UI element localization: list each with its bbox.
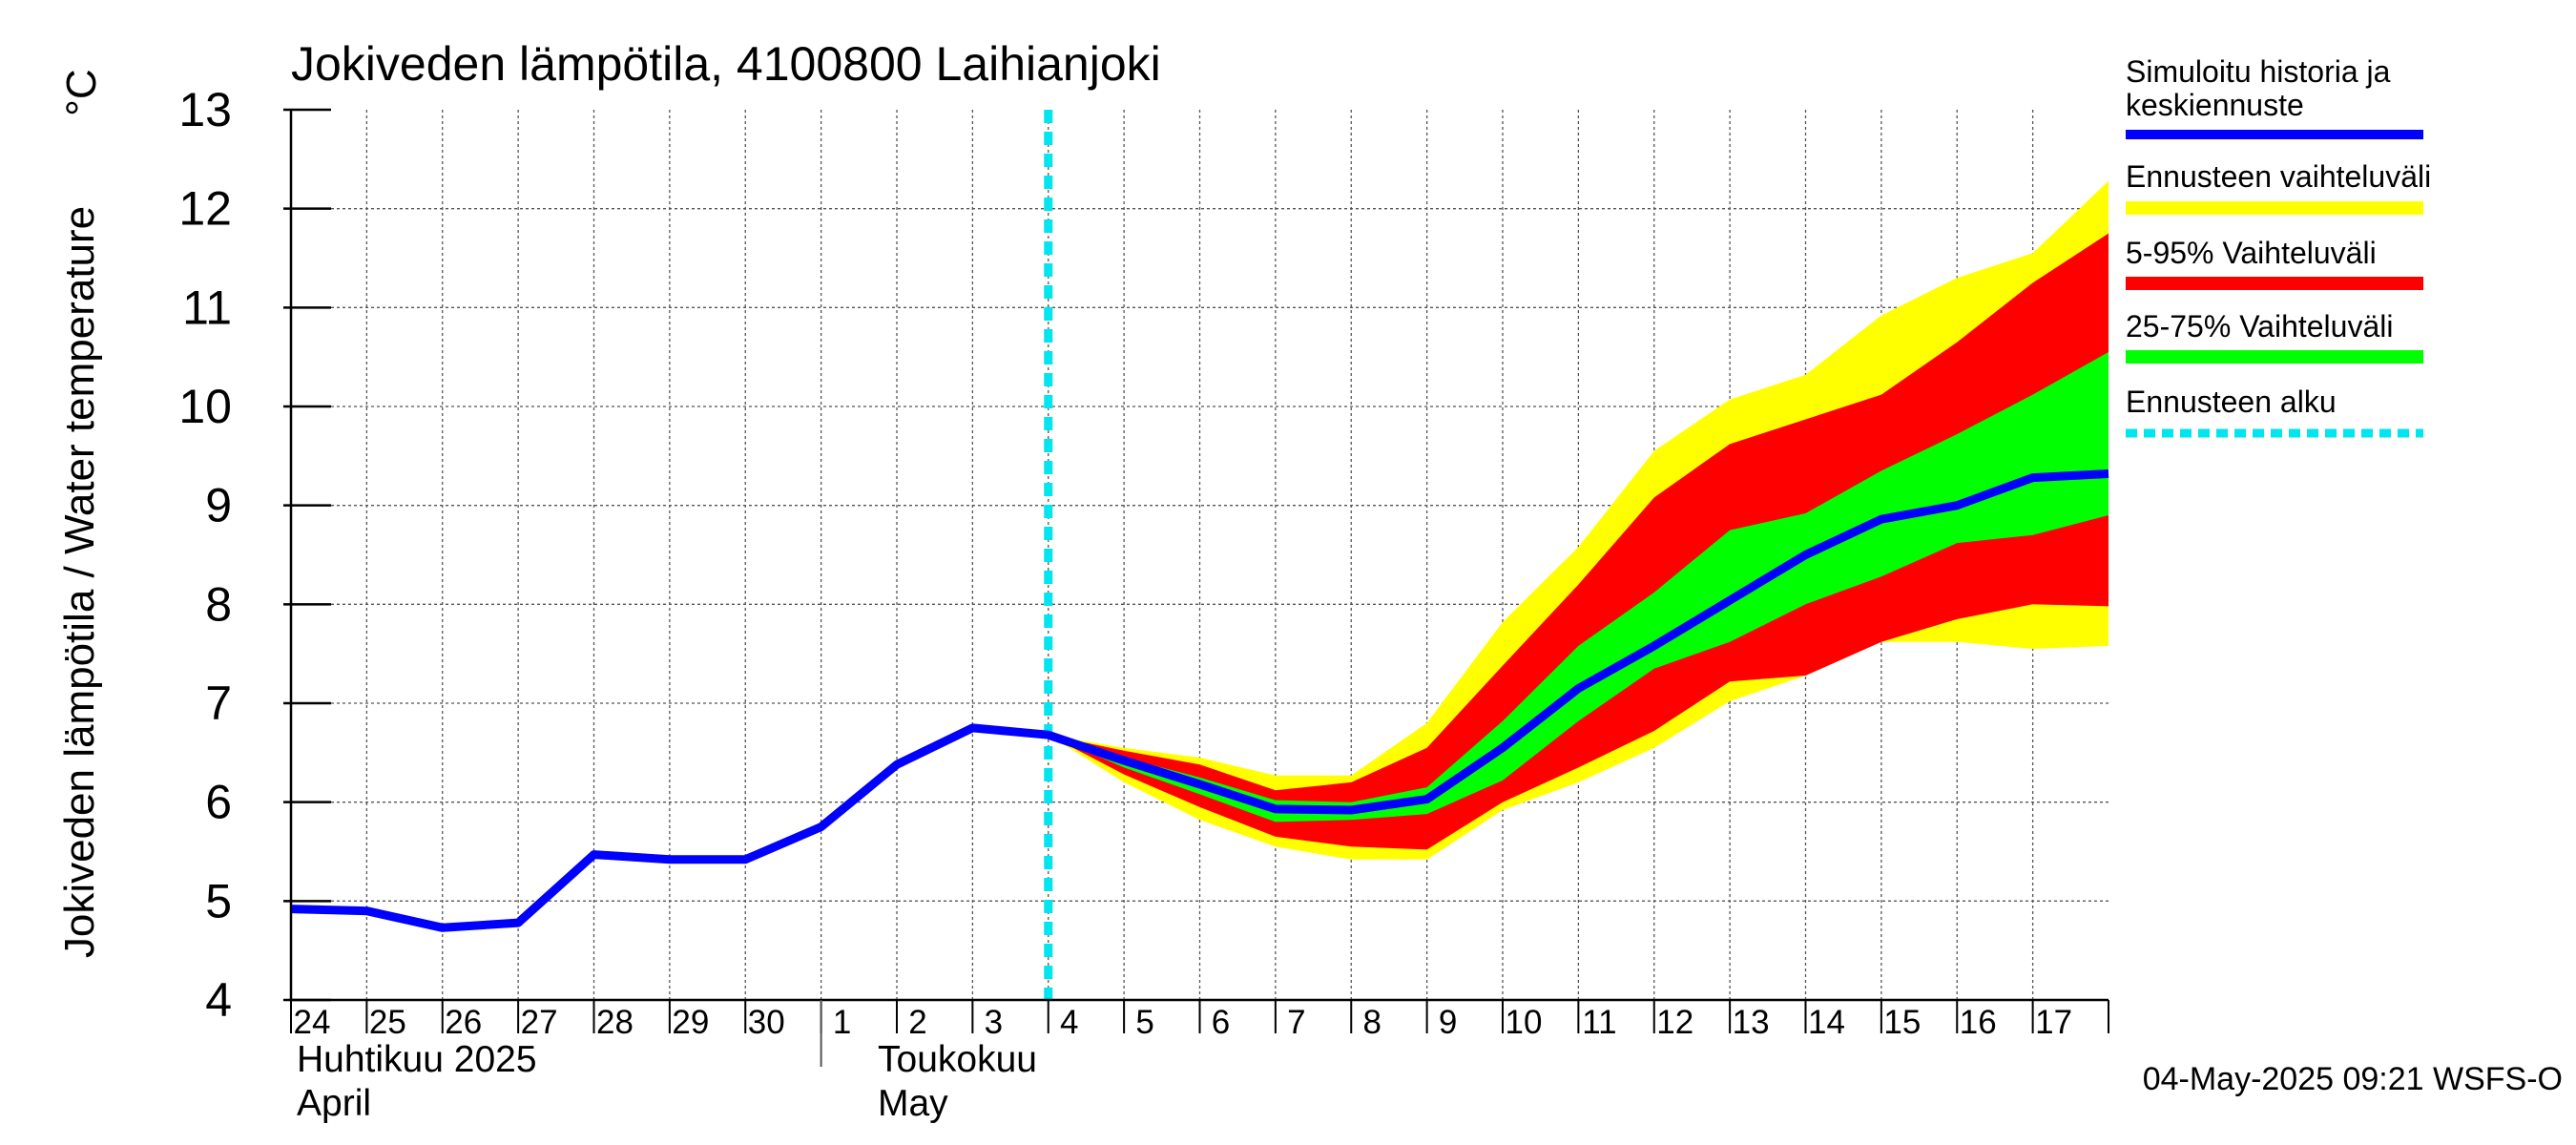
legend-label: 5-95% Vaihteluväli — [2126, 236, 2377, 270]
x-tick-label: 3 — [985, 1004, 1003, 1041]
x-tick-label: 25 — [369, 1004, 406, 1041]
legend-label: 25-75% Vaihteluväli — [2126, 309, 2393, 344]
y-tick-label: 5 — [205, 874, 232, 927]
y-tick-label: 13 — [178, 83, 232, 136]
x-tick-label: 13 — [1733, 1004, 1770, 1041]
forecast-bands — [1048, 180, 2109, 860]
x-tick-label: 10 — [1506, 1004, 1543, 1041]
y-axis-label: Jokiveden lämpötila / Water temperature — [56, 206, 103, 958]
x-tick-label: 28 — [596, 1004, 634, 1041]
x-tick-label: 15 — [1883, 1004, 1921, 1041]
x-tick-label: 4 — [1060, 1004, 1078, 1041]
y-tick-label: 12 — [178, 182, 232, 236]
legend-label: keskiennuste — [2126, 88, 2304, 122]
y-tick-label: 9 — [205, 479, 232, 532]
month-label-fi: Huhtikuu 2025 — [297, 1039, 537, 1080]
y-tick-label: 6 — [205, 776, 232, 829]
x-tick-label: 5 — [1135, 1004, 1153, 1041]
x-tick-label: 29 — [672, 1004, 709, 1041]
y-tick-label: 4 — [205, 973, 232, 1027]
series-lines — [290, 110, 2109, 1000]
x-tick-label: 9 — [1439, 1004, 1457, 1041]
band-forecast-range — [1048, 180, 2109, 860]
y-tick-label: 10 — [178, 380, 232, 433]
y-tick-label: 7 — [205, 677, 232, 730]
x-tick-label: 17 — [2035, 1004, 2072, 1041]
x-tick-label: 8 — [1363, 1004, 1381, 1041]
month-label-en: May — [878, 1083, 948, 1124]
x-tick-label: 12 — [1656, 1004, 1693, 1041]
x-tick-label: 7 — [1287, 1004, 1305, 1041]
legend-label: Ennusteen alku — [2126, 385, 2337, 419]
x-tick-label: 24 — [294, 1004, 331, 1041]
x-tick-label: 27 — [521, 1004, 558, 1041]
band-25-75 — [1048, 352, 2109, 822]
x-tick-label: 30 — [748, 1004, 785, 1041]
month-label-en: April — [297, 1083, 371, 1124]
y-axis-unit: °C — [58, 69, 105, 115]
x-tick-label: 16 — [1960, 1004, 1997, 1041]
x-tick-label: 14 — [1808, 1004, 1845, 1041]
legend-label: Simuloitu historia ja — [2126, 54, 2391, 89]
series-line-mean — [290, 469, 2109, 932]
x-tick-label: 1 — [833, 1004, 851, 1041]
y-tick-label: 8 — [205, 577, 232, 631]
footer-timestamp: 04-May-2025 09:21 WSFS-O — [2143, 1061, 2563, 1097]
y-tick-label: 11 — [182, 281, 232, 334]
legend-label: Ennusteen vaihteluväli — [2126, 159, 2431, 194]
x-tick-label: 11 — [1582, 1004, 1616, 1041]
month-label-fi: Toukokuu — [878, 1039, 1037, 1080]
x-tick-label: 2 — [908, 1004, 926, 1041]
x-tick-label: 6 — [1212, 1004, 1230, 1041]
x-tick-label: 26 — [445, 1004, 482, 1041]
chart-title: Jokiveden lämpötila, 4100800 Laihianjoki — [291, 37, 1161, 91]
